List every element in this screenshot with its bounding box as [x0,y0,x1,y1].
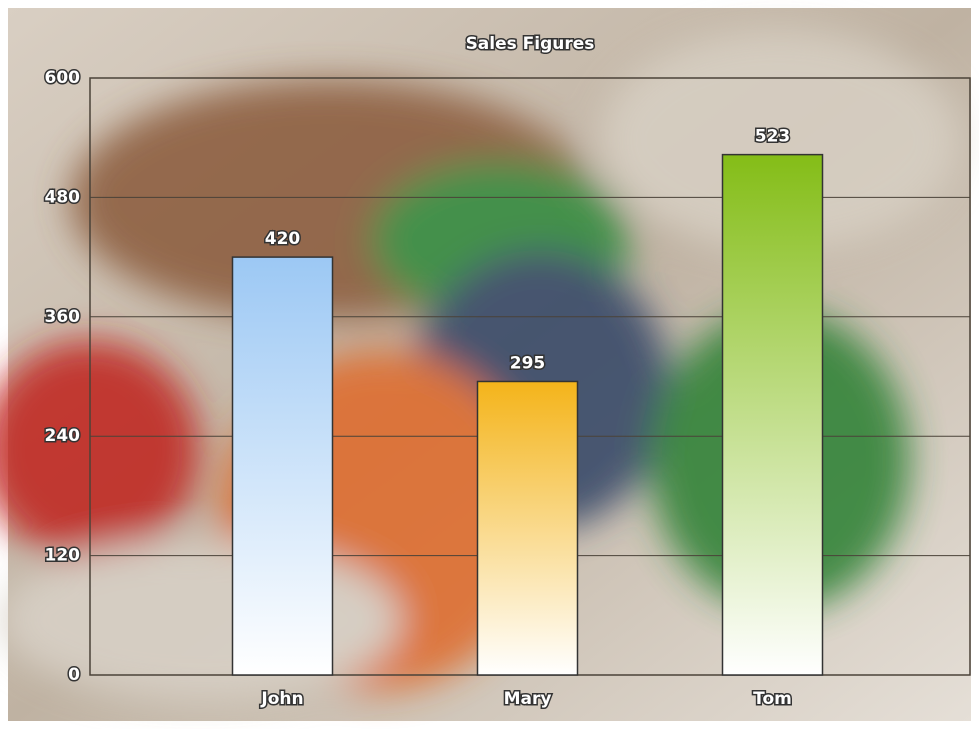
y-tick-label: 240 [45,426,81,446]
chart-title: Sales Figures [466,34,595,54]
x-tick-label: Tom [753,689,792,709]
y-tick-label: 360 [45,307,81,327]
y-tick-label: 120 [45,546,81,566]
value-label: 420 [265,229,301,249]
y-tick-label: 600 [45,68,81,88]
bar [721,153,824,676]
y-tick-label: 0 [68,665,80,685]
value-label: 295 [510,353,546,373]
bar [231,256,334,676]
y-tick-label: 480 [45,187,81,207]
bar [476,380,579,676]
value-label: 523 [755,127,791,147]
x-tick-label: John [260,689,303,709]
x-tick-label: Mary [504,689,552,709]
